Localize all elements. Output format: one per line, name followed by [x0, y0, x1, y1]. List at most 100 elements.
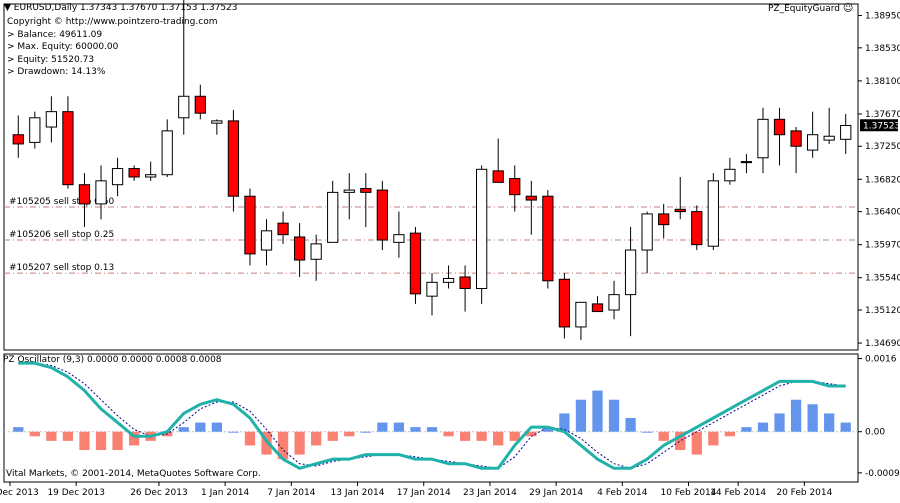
bear-candle[interactable]: [227, 120, 240, 197]
expert-label[interactable]: PZ_EquityGuard ☺: [768, 3, 853, 15]
osc-histogram-bar-positive: [228, 431, 239, 433]
osc-histogram-bar-negative: [327, 431, 338, 441]
balance-text: > Balance: 49611.09: [7, 30, 103, 40]
osc-histogram-bar-negative: [675, 431, 686, 450]
bull-candle[interactable]: [29, 117, 41, 143]
bear-candle[interactable]: [492, 170, 504, 183]
osc-histogram-bar-positive: [426, 427, 438, 432]
current-price-label: 1.37523: [863, 121, 900, 131]
osc-histogram-bar-positive: [393, 422, 405, 432]
osc-histogram-bar-negative: [128, 431, 140, 446]
time-axis-label: 7 Jan 2014: [267, 488, 315, 498]
osc-histogram-bar-positive: [360, 431, 371, 433]
bull-candle[interactable]: [757, 118, 769, 159]
bull-candle[interactable]: [840, 124, 852, 140]
bear-candle[interactable]: [459, 276, 471, 289]
osc-histogram-bar-negative: [459, 431, 471, 441]
bull-candle[interactable]: [476, 168, 488, 289]
bull-candle[interactable]: [211, 120, 223, 124]
sell-stop-order-label: #105206 sell stop 0.25: [9, 230, 114, 240]
bull-candle[interactable]: [608, 294, 620, 311]
osc-histogram-bar-negative: [493, 431, 504, 446]
osc-histogram-bar-positive: [757, 422, 769, 432]
bull-candle[interactable]: [426, 281, 438, 297]
symbol-line: EURUSD,Daily 1.37343 1.37670 1.37153 1.3…: [13, 3, 238, 13]
bear-candle[interactable]: [658, 213, 670, 226]
bull-candle[interactable]: [393, 234, 405, 243]
max-equity-text: > Max. Equity: 60000.00: [7, 42, 119, 52]
osc-histogram-bar-negative: [29, 431, 40, 437]
bull-candle[interactable]: [740, 161, 753, 164]
bull-candle[interactable]: [624, 249, 637, 296]
osc-histogram-bar-negative: [95, 431, 107, 450]
osc-histogram-bar-negative: [443, 431, 454, 437]
bear-candle[interactable]: [558, 278, 571, 328]
expert-name: PZ_EquityGuard: [768, 4, 840, 14]
bear-candle[interactable]: [128, 168, 140, 178]
osc-histogram-bar-positive: [625, 418, 636, 432]
osc-histogram-bar-negative: [79, 431, 90, 450]
osc-histogram-bar-negative: [294, 431, 305, 455]
bull-candle[interactable]: [95, 180, 107, 205]
price-axis-label: 1.35120: [865, 306, 900, 316]
bear-candle[interactable]: [194, 95, 206, 114]
time-axis-label: 14 Feb 2014: [710, 488, 766, 498]
bull-candle[interactable]: [707, 180, 719, 247]
osc-histogram-bar-positive: [840, 422, 851, 432]
collapse-triangle-icon[interactable]: ▼: [4, 3, 11, 13]
osc-histogram-bar-negative: [476, 431, 487, 441]
bear-candle[interactable]: [591, 303, 604, 313]
bear-candle[interactable]: [360, 188, 372, 193]
bull-candle[interactable]: [343, 189, 355, 193]
osc-histogram-bar-positive: [559, 413, 570, 432]
osc-histogram-bar-positive: [575, 399, 587, 432]
bear-candle[interactable]: [525, 195, 537, 201]
bull-candle[interactable]: [641, 213, 653, 251]
bull-candle[interactable]: [806, 134, 819, 151]
smiley-icon[interactable]: ☺: [842, 3, 854, 14]
bear-candle[interactable]: [277, 222, 289, 236]
bear-candle[interactable]: [409, 232, 422, 295]
bull-candle[interactable]: [823, 135, 835, 141]
osc-histogram-bar-negative: [46, 431, 57, 441]
bull-candle[interactable]: [442, 277, 455, 283]
bull-candle[interactable]: [327, 191, 339, 243]
bear-candle[interactable]: [293, 236, 306, 261]
bull-candle[interactable]: [575, 301, 587, 328]
price-axis-label: 1.34690: [865, 339, 900, 349]
osc-histogram-bar-positive: [178, 427, 189, 432]
time-axis-label: 17 Jan 2014: [397, 488, 451, 498]
osc-histogram-bar-positive: [13, 427, 24, 432]
bear-candle[interactable]: [376, 189, 388, 241]
bear-candle[interactable]: [691, 211, 703, 246]
bull-candle[interactable]: [111, 168, 124, 186]
time-axis-label: 23 Jan 2014: [463, 488, 517, 498]
bear-candle[interactable]: [790, 130, 802, 147]
time-axis-label: 13 Jan 2014: [331, 488, 385, 498]
bull-candle[interactable]: [145, 174, 157, 178]
bull-candle[interactable]: [161, 130, 173, 176]
bear-candle[interactable]: [773, 118, 786, 136]
price-axis-label: 1.36820: [865, 175, 900, 185]
bull-candle[interactable]: [724, 168, 736, 182]
price-axis-label: 1.37250: [865, 142, 900, 152]
bear-candle[interactable]: [674, 208, 686, 213]
osc-histogram-bar-negative: [244, 431, 256, 446]
bull-candle[interactable]: [310, 243, 322, 260]
bear-candle[interactable]: [509, 178, 521, 196]
bull-candle[interactable]: [260, 230, 273, 251]
time-axis-label: 19 Dec 2013: [47, 488, 105, 498]
watermark-text: Vital Markets, © 2001-2014, MetaQuotes S…: [6, 469, 261, 479]
bear-candle[interactable]: [542, 195, 554, 282]
osc-histogram-bar-negative: [62, 431, 74, 441]
bull-candle[interactable]: [178, 95, 190, 119]
bear-candle[interactable]: [12, 134, 24, 145]
bear-candle[interactable]: [78, 184, 91, 205]
bear-candle[interactable]: [244, 195, 256, 255]
osc-histogram-bar-positive: [642, 431, 653, 433]
bull-candle[interactable]: [45, 111, 58, 128]
oscillator-title: PZ Oscillator (9,3) 0.0000 0.0000 0.0008…: [3, 355, 222, 365]
bear-candle[interactable]: [62, 111, 74, 186]
